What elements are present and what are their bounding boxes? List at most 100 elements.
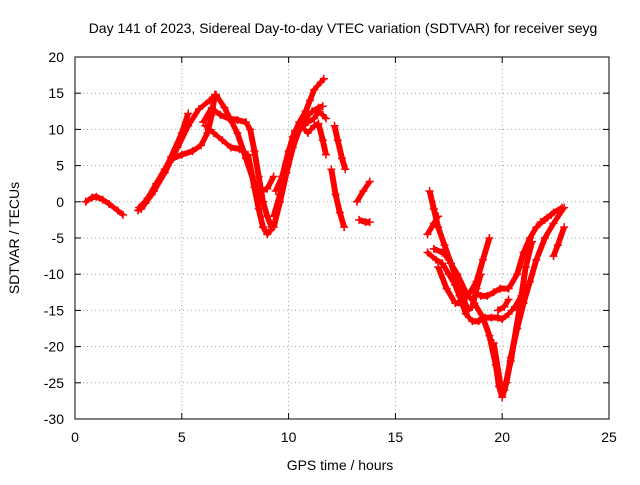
data-point <box>365 177 374 186</box>
data-point <box>233 115 242 124</box>
data-point <box>549 252 558 261</box>
data-point <box>160 168 169 177</box>
data-point <box>340 223 349 232</box>
data-point <box>147 190 156 199</box>
data-point <box>338 154 346 163</box>
data-point <box>513 270 522 279</box>
y-tick-label: -30 <box>44 411 64 427</box>
data-point <box>359 186 368 195</box>
data-point <box>489 338 498 347</box>
data-point <box>254 172 263 181</box>
data-point <box>438 259 447 268</box>
data-point <box>560 223 569 232</box>
data-point <box>536 218 545 227</box>
data-point <box>333 136 342 145</box>
data-point <box>278 172 287 181</box>
data-point <box>434 223 443 232</box>
data-point <box>504 284 513 293</box>
data-point <box>493 313 502 322</box>
series-arc-02 <box>134 109 193 215</box>
data-point <box>318 102 327 111</box>
data-point <box>423 230 432 239</box>
y-axis-label: SDTVAR / TECUs <box>6 182 22 294</box>
data-point <box>297 123 306 132</box>
data-point <box>119 210 128 219</box>
data-point <box>235 144 244 153</box>
data-point <box>496 284 505 293</box>
series-arc-12 <box>327 165 349 232</box>
x-tick-label: 0 <box>71 429 79 445</box>
data-point <box>218 136 227 145</box>
data-point <box>314 119 323 128</box>
data-point <box>258 223 267 232</box>
data-point <box>137 205 146 214</box>
data-point <box>327 165 336 174</box>
data-point <box>519 248 528 257</box>
series-arc-22 <box>493 295 513 315</box>
y-tick-label: 20 <box>48 49 64 65</box>
data-point <box>194 105 203 114</box>
series-trace <box>328 166 347 230</box>
y-tick-label: -5 <box>52 230 65 246</box>
data-point <box>284 154 293 163</box>
data-point <box>504 310 513 319</box>
series-arc-20 <box>434 234 494 308</box>
data-point <box>352 197 361 206</box>
data-point <box>173 143 182 152</box>
data-point <box>355 215 364 224</box>
y-tick-label: -15 <box>44 302 64 318</box>
data-point <box>113 206 122 215</box>
data-point <box>244 150 253 159</box>
data-point <box>478 255 487 264</box>
data-point <box>314 107 323 116</box>
data-point <box>105 199 114 208</box>
data-point <box>547 210 556 219</box>
series-arc-11 <box>330 121 350 174</box>
data-point <box>226 143 235 152</box>
y-tick-label: -10 <box>44 266 64 282</box>
data-point <box>500 386 509 395</box>
data-point <box>464 306 473 315</box>
data-point <box>330 121 339 130</box>
data-point <box>470 299 479 308</box>
data-point <box>485 234 494 242</box>
x-tick-label: 15 <box>388 429 404 445</box>
data-point <box>318 136 327 145</box>
data-point <box>335 208 344 217</box>
data-point <box>485 331 494 340</box>
data-point <box>216 110 225 119</box>
data-point <box>246 125 255 134</box>
data-point <box>429 219 438 228</box>
series-arc-13 <box>352 177 374 206</box>
data-point <box>498 315 507 324</box>
data-point <box>271 186 280 195</box>
data-point <box>532 255 541 264</box>
y-tick-label: 10 <box>48 121 64 137</box>
data-series <box>81 74 569 402</box>
data-point <box>489 288 498 297</box>
data-point <box>81 197 90 206</box>
data-point <box>440 241 449 250</box>
data-point <box>201 121 210 130</box>
data-point <box>321 114 330 123</box>
series-trace <box>331 122 348 172</box>
data-point <box>263 230 272 239</box>
data-point <box>549 219 558 228</box>
data-point <box>197 141 206 150</box>
data-point <box>331 190 340 199</box>
data-point <box>543 213 552 222</box>
series-arc-06 <box>201 121 276 239</box>
series-arc-23 <box>536 210 556 227</box>
data-point <box>269 172 278 181</box>
data-point <box>457 299 466 308</box>
data-point <box>444 255 453 264</box>
data-point <box>241 118 250 127</box>
data-point <box>233 129 242 138</box>
data-point <box>98 195 107 204</box>
data-point <box>493 306 502 315</box>
data-point <box>498 393 507 402</box>
data-point <box>291 129 300 138</box>
data-point <box>321 150 330 159</box>
